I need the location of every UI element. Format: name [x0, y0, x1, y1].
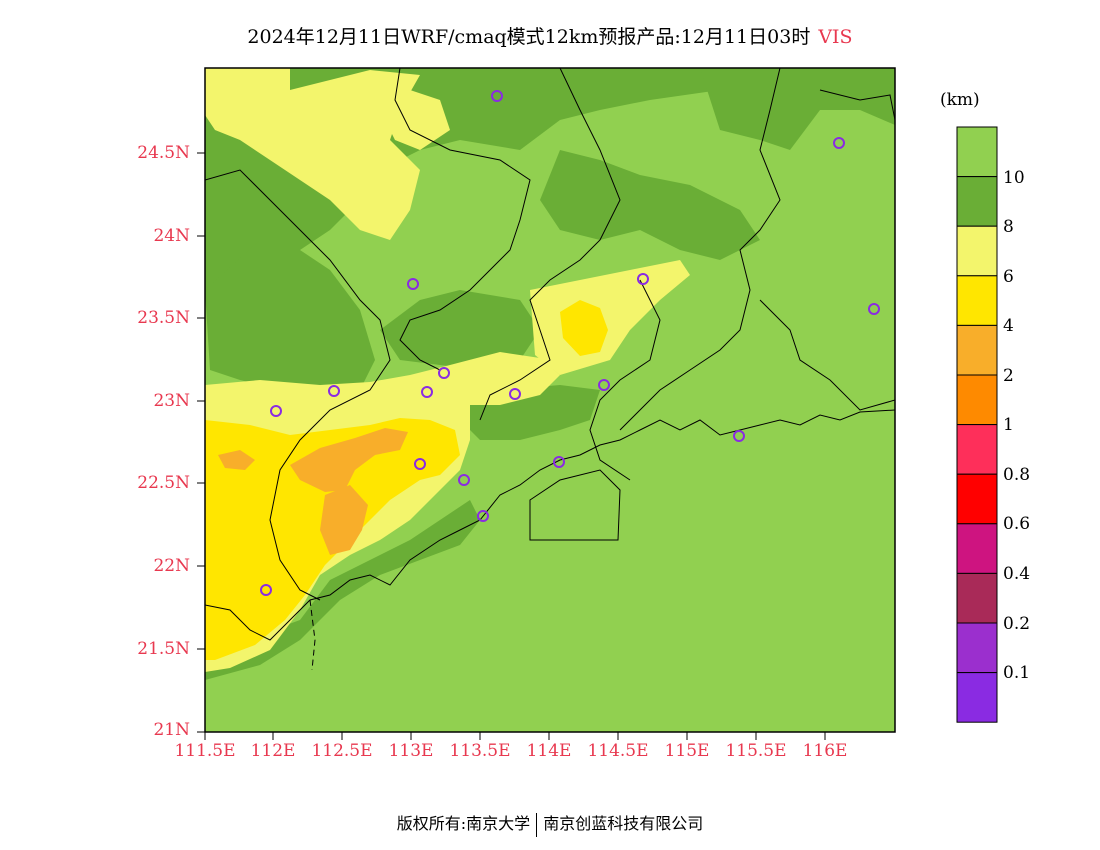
county-boundary-2: [759, 299, 895, 411]
legend-swatch: [956, 622, 998, 674]
coastline: [205, 409, 895, 641]
legend-label: 0.6: [1003, 514, 1031, 534]
city-marker: [458, 474, 470, 486]
city-marker: [328, 385, 340, 397]
legend-swatch: [956, 523, 998, 574]
city-marker: [407, 278, 419, 290]
vis-region-8-10-west: [205, 240, 375, 390]
x-axis-label: 114.5E: [587, 741, 649, 761]
map-title: 2024年12月11日WRF/cmaq模式12km预报产品:12月11日03时 V…: [0, 22, 1100, 49]
x-axis-label: 112E: [250, 741, 296, 761]
city-marker: [414, 458, 426, 470]
vis-region-2-4-c: [218, 450, 255, 470]
title-text: 2024年12月11日WRF/cmaq模式12km预报产品:12月11日03时: [247, 26, 811, 48]
province-boundary-far-east: [619, 68, 781, 431]
copyright-owner: 版权所有:南京大学: [396, 814, 531, 833]
x-axis-label: 111.5E: [174, 741, 236, 761]
dashed-boundary: [309, 599, 316, 671]
copyright-company: 南京创蓝科技有限公司: [543, 814, 704, 833]
x-axis-label: 113E: [388, 741, 434, 761]
x-axis-label: 115.5E: [725, 741, 787, 761]
legend-label: 0.1: [1003, 663, 1031, 683]
visibility-fill-layer: [205, 68, 895, 732]
legend-swatch: [956, 324, 998, 376]
city-marker: [260, 584, 272, 596]
y-axis-label: 23.5N: [137, 308, 190, 328]
vis-region-2-4-b: [320, 485, 368, 555]
footer-divider: [536, 812, 538, 837]
vis-region-6-8-northeast: [530, 260, 690, 375]
x-axis-label: 114E: [526, 741, 572, 761]
legend-label: 8: [1003, 217, 1014, 237]
city-marker: [270, 405, 282, 417]
legend-swatch: [956, 126, 998, 178]
city-marker: [553, 456, 565, 468]
y-axis-label: 22.5N: [137, 473, 190, 493]
province-boundary: [205, 169, 391, 601]
city-marker: [733, 430, 745, 442]
city-marker: [438, 367, 450, 379]
city-marker: [868, 303, 880, 315]
legend-swatch: [956, 572, 998, 624]
boundary-lines: [205, 68, 895, 671]
bay-outline: [529, 469, 621, 541]
legend-swatch: [956, 672, 998, 723]
y-axis-label: 23N: [153, 391, 190, 411]
city-marker: [637, 273, 649, 285]
legend-swatch: [956, 225, 998, 277]
vis-region-8-10-mid: [380, 290, 540, 370]
city-markers: [260, 90, 880, 596]
x-axis-label: 115E: [664, 741, 710, 761]
y-axis-label: 24N: [153, 226, 190, 246]
vis-region-2-4-a: [290, 428, 408, 492]
axis-ticks: [197, 152, 826, 740]
legend-swatch: [956, 275, 998, 326]
city-marker: [598, 379, 610, 391]
x-axis-label: 113.5E: [449, 741, 511, 761]
legend-swatch: [956, 473, 998, 525]
city-marker: [421, 386, 433, 398]
y-axis-label: 21N: [153, 720, 190, 740]
y-axis-label: 21.5N: [137, 639, 190, 659]
city-marker: [491, 90, 503, 102]
variable-label: VIS: [818, 26, 853, 48]
y-axis-label: 22N: [153, 556, 190, 576]
province-boundary-east: [479, 68, 621, 421]
legend-swatch: [956, 374, 998, 426]
city-marker: [477, 510, 489, 522]
legend-unit: (km): [940, 90, 980, 110]
legend-label: 10: [1003, 168, 1025, 188]
y-axis-label: 24.5N: [137, 143, 190, 163]
legend-label: 0.2: [1003, 614, 1031, 634]
legend-label: 0.8: [1003, 465, 1031, 485]
legend-label: 0.4: [1003, 564, 1031, 584]
map-frame: [204, 67, 896, 733]
vis-region-8-10-central: [540, 150, 760, 260]
legend-colorbar: [956, 126, 998, 723]
province-boundary-north: [394, 68, 531, 371]
legend-label: 6: [1003, 267, 1014, 287]
legend-label: 4: [1003, 316, 1014, 336]
copyright-footer: 版权所有:南京大学 南京创蓝科技有限公司: [0, 810, 1100, 837]
legend-label: 2: [1003, 366, 1014, 386]
county-boundary-3: [819, 89, 895, 121]
vis-region-4-6-east: [560, 300, 608, 356]
x-axis-label: 112.5E: [311, 741, 373, 761]
legend-swatch: [956, 424, 998, 475]
x-axis-label: 116E: [802, 741, 848, 761]
vis-region-6-8-north: [205, 68, 420, 240]
legend-swatch: [956, 176, 998, 227]
county-boundary-1: [589, 279, 661, 481]
vis-region-8-10-east: [700, 68, 895, 150]
city-marker: [509, 388, 521, 400]
city-marker: [833, 137, 845, 149]
legend-label: 1: [1003, 415, 1014, 435]
